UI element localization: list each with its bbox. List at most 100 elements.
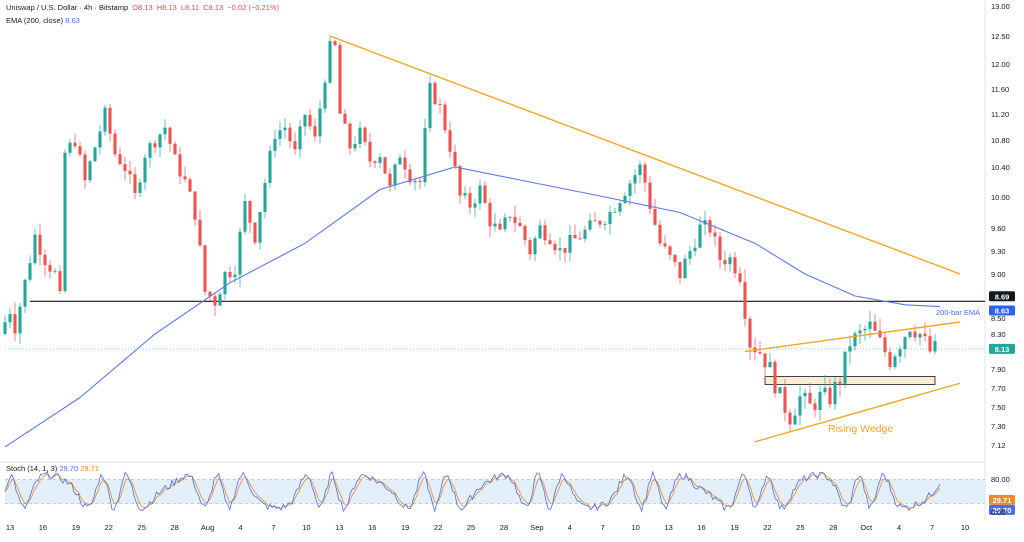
rising-wedge-label: Rising Wedge bbox=[828, 423, 893, 435]
time-axis-tick: 13 bbox=[664, 523, 672, 532]
candle-body bbox=[43, 254, 47, 266]
candle-body bbox=[293, 141, 297, 150]
candle-body bbox=[318, 108, 322, 137]
candle-body bbox=[688, 251, 692, 259]
candle-body bbox=[738, 273, 742, 282]
candle-body bbox=[18, 306, 22, 334]
candle-body bbox=[788, 412, 792, 425]
candle-body bbox=[928, 336, 932, 352]
candle-body bbox=[758, 352, 762, 354]
candle-body bbox=[713, 232, 717, 237]
stoch-legend: Stoch (14, 1, 3) 29.70 29.71 bbox=[6, 464, 99, 473]
candle-body bbox=[638, 164, 642, 176]
candle-body bbox=[663, 243, 667, 247]
candle-body bbox=[333, 41, 337, 46]
candle-body bbox=[553, 244, 557, 251]
candle-body bbox=[358, 127, 362, 144]
candle-body bbox=[208, 291, 212, 297]
price-axis-tick: 7.30 bbox=[991, 422, 1006, 431]
candle-body bbox=[618, 203, 622, 212]
candle-body bbox=[798, 396, 802, 416]
candle-body bbox=[668, 246, 672, 255]
price-axis-tick: 11.60 bbox=[991, 85, 1009, 94]
time-axis-tick: 28 bbox=[500, 523, 508, 532]
candle-body bbox=[263, 182, 267, 212]
candle-body bbox=[138, 182, 142, 193]
stoch-value-box bbox=[989, 494, 1015, 505]
candle-body bbox=[33, 234, 37, 264]
candle-body bbox=[763, 353, 767, 368]
price-axis-tick: 12.50 bbox=[991, 32, 1010, 41]
candle-body bbox=[193, 191, 197, 220]
candle-body bbox=[88, 161, 92, 181]
candle-body bbox=[828, 387, 832, 405]
candle-body bbox=[568, 234, 572, 253]
time-axis-tick: Sep bbox=[530, 523, 543, 532]
candle-body bbox=[298, 126, 302, 150]
candle-body bbox=[888, 352, 892, 368]
candle-body bbox=[303, 114, 307, 127]
stoch-d-value: 29.71 bbox=[80, 464, 100, 473]
candle-body bbox=[588, 220, 592, 230]
candle-body bbox=[158, 134, 162, 148]
price-axis-tick: 8.30 bbox=[991, 330, 1006, 339]
candle-body bbox=[58, 271, 62, 291]
candle-body bbox=[23, 279, 27, 307]
candle-body bbox=[768, 361, 772, 368]
candle-body bbox=[873, 321, 877, 331]
candle-body bbox=[323, 82, 327, 109]
candle-body bbox=[413, 180, 417, 183]
time-axis-tick: 4 bbox=[568, 523, 572, 532]
candle-body bbox=[73, 142, 77, 147]
stoch-axis-tick: 0.00 bbox=[991, 508, 1006, 517]
candle-body bbox=[653, 208, 657, 225]
candle-body bbox=[448, 130, 452, 152]
candle-body bbox=[368, 141, 372, 162]
candle-body bbox=[273, 138, 277, 151]
candle-body bbox=[803, 392, 807, 397]
candle-body bbox=[863, 328, 867, 331]
candle-body bbox=[388, 173, 392, 186]
price-axis-tick: 7.50 bbox=[991, 403, 1006, 412]
candle-body bbox=[633, 175, 637, 184]
candle-body bbox=[593, 220, 597, 222]
ohlc-high: H8.13 bbox=[156, 3, 177, 12]
candle-body bbox=[903, 337, 907, 350]
ema-annotation-label: 200-bar EMA bbox=[936, 308, 980, 317]
time-axis-tick: 19 bbox=[730, 523, 738, 532]
candle-body bbox=[718, 236, 722, 261]
candle-body bbox=[658, 224, 662, 244]
time-axis-tick: 16 bbox=[697, 523, 705, 532]
candle-body bbox=[423, 127, 427, 183]
candle-body bbox=[923, 333, 927, 337]
candle-body bbox=[748, 318, 752, 348]
candle-body bbox=[153, 143, 157, 148]
time-axis-tick: 25 bbox=[796, 523, 804, 532]
stoch-value-box bbox=[989, 504, 1015, 515]
candle-body bbox=[878, 330, 882, 338]
candle-body bbox=[678, 261, 682, 279]
candle-body bbox=[508, 216, 512, 218]
ema-legend-label: EMA (200, close) bbox=[6, 16, 64, 25]
time-axis-tick: 4 bbox=[238, 523, 242, 532]
ohlc-change: −0.02 (−0.21%) bbox=[227, 3, 279, 12]
price-axis-tick: 12.00 bbox=[991, 60, 1010, 69]
candle-body bbox=[778, 387, 782, 394]
candle-body bbox=[518, 222, 522, 227]
time-axis-tick: 13 bbox=[335, 523, 343, 532]
candle-body bbox=[603, 223, 607, 225]
time-axis-tick: 25 bbox=[138, 523, 146, 532]
candle-body bbox=[68, 142, 72, 153]
candle-body bbox=[558, 248, 562, 251]
candle-body bbox=[643, 164, 647, 183]
candle-body bbox=[783, 387, 787, 413]
ohlc-open: O8.13 bbox=[132, 3, 153, 12]
candle-body bbox=[453, 151, 457, 167]
candle-body bbox=[868, 321, 872, 329]
price-axis-tick: 8.50 bbox=[991, 314, 1006, 323]
price-axis-tick: 7.12 bbox=[991, 441, 1006, 450]
candle-body bbox=[93, 147, 97, 162]
candle-body bbox=[473, 203, 477, 208]
candle-body bbox=[328, 41, 332, 83]
